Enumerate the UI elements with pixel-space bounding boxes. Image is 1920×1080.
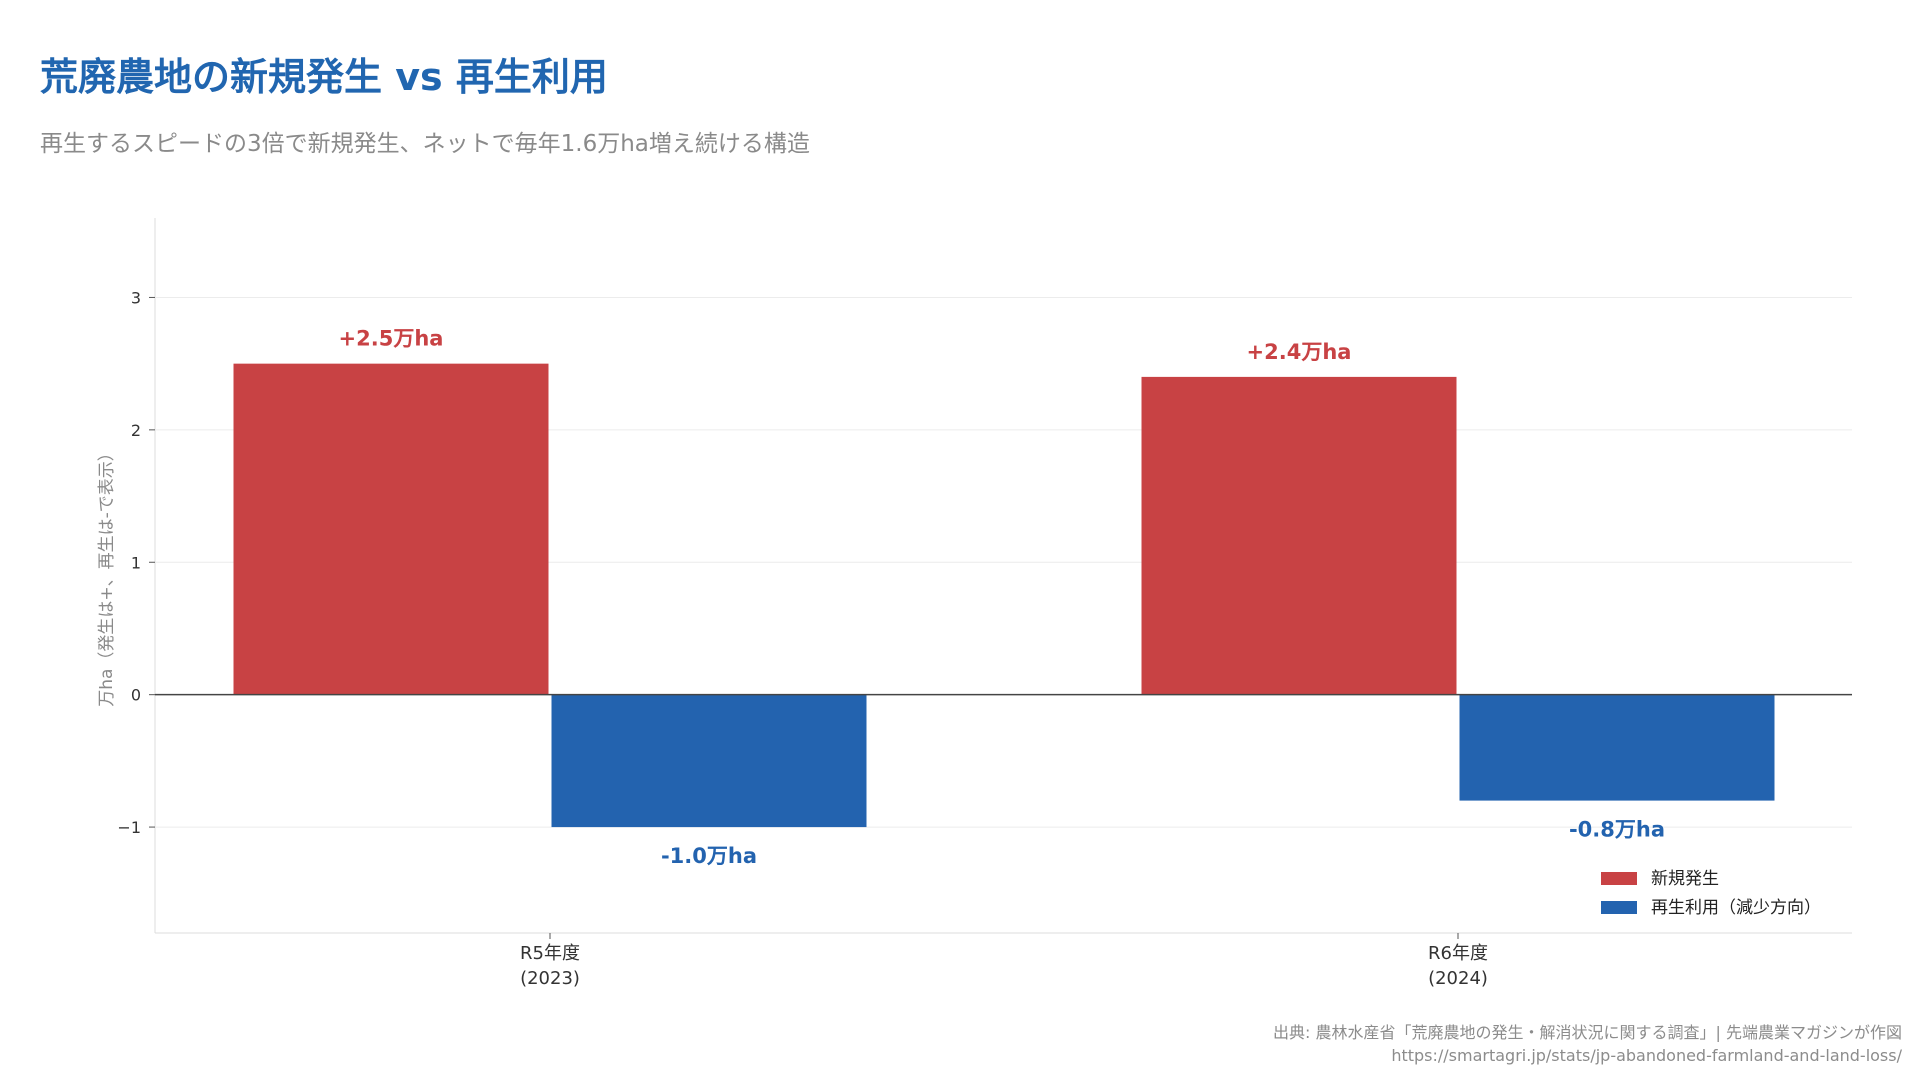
- bar-chart: 3 2 1 0 −1 万ha（発生は+、再生は-で表示） +2.5万ha -1.0万ha R5年…: [97, 218, 1852, 989]
- chart-title: 荒廃農地の新規発生 vs 再生利用: [40, 55, 608, 99]
- y-tick-label: 2: [131, 421, 141, 440]
- bar-new-2: [1141, 376, 1457, 695]
- legend-swatch: [1601, 901, 1637, 914]
- data-label: +2.4万ha: [1247, 340, 1352, 364]
- bar-new-1: [233, 363, 549, 695]
- x-tick-sublabel: (2024): [1428, 968, 1488, 989]
- source-url: https://smartagri.jp/stats/jp-abandoned-…: [1391, 1046, 1902, 1065]
- legend-swatch: [1601, 872, 1637, 885]
- y-tick-label: 0: [131, 686, 141, 705]
- y-tick-label: 1: [131, 553, 141, 572]
- source-note: 出典: 農林水産省「荒廃農地の発生・解消状況に関する調査」| 先端農業マガジンが…: [1273, 1023, 1902, 1042]
- data-label: -0.8万ha: [1569, 818, 1665, 842]
- x-tick-label: R6年度: [1428, 943, 1488, 964]
- data-label: -1.0万ha: [661, 844, 757, 868]
- x-tick-sublabel: (2023): [520, 968, 580, 989]
- y-tick-label: −1: [117, 818, 141, 837]
- y-tick-label: 3: [131, 288, 141, 307]
- bar-reuse-2: [1459, 694, 1775, 801]
- data-label: +2.5万ha: [339, 327, 444, 351]
- legend-label: 再生利用（減少方向）: [1651, 898, 1821, 918]
- bar-reuse-1: [551, 694, 867, 828]
- y-axis-label: 万ha（発生は+、再生は-で表示）: [97, 444, 117, 707]
- x-tick-label: R5年度: [520, 943, 580, 964]
- legend-label: 新規発生: [1651, 869, 1719, 889]
- chart-subtitle: 再生するスピードの3倍で新規発生、ネットで毎年1.6万ha増え続ける構造: [40, 131, 810, 157]
